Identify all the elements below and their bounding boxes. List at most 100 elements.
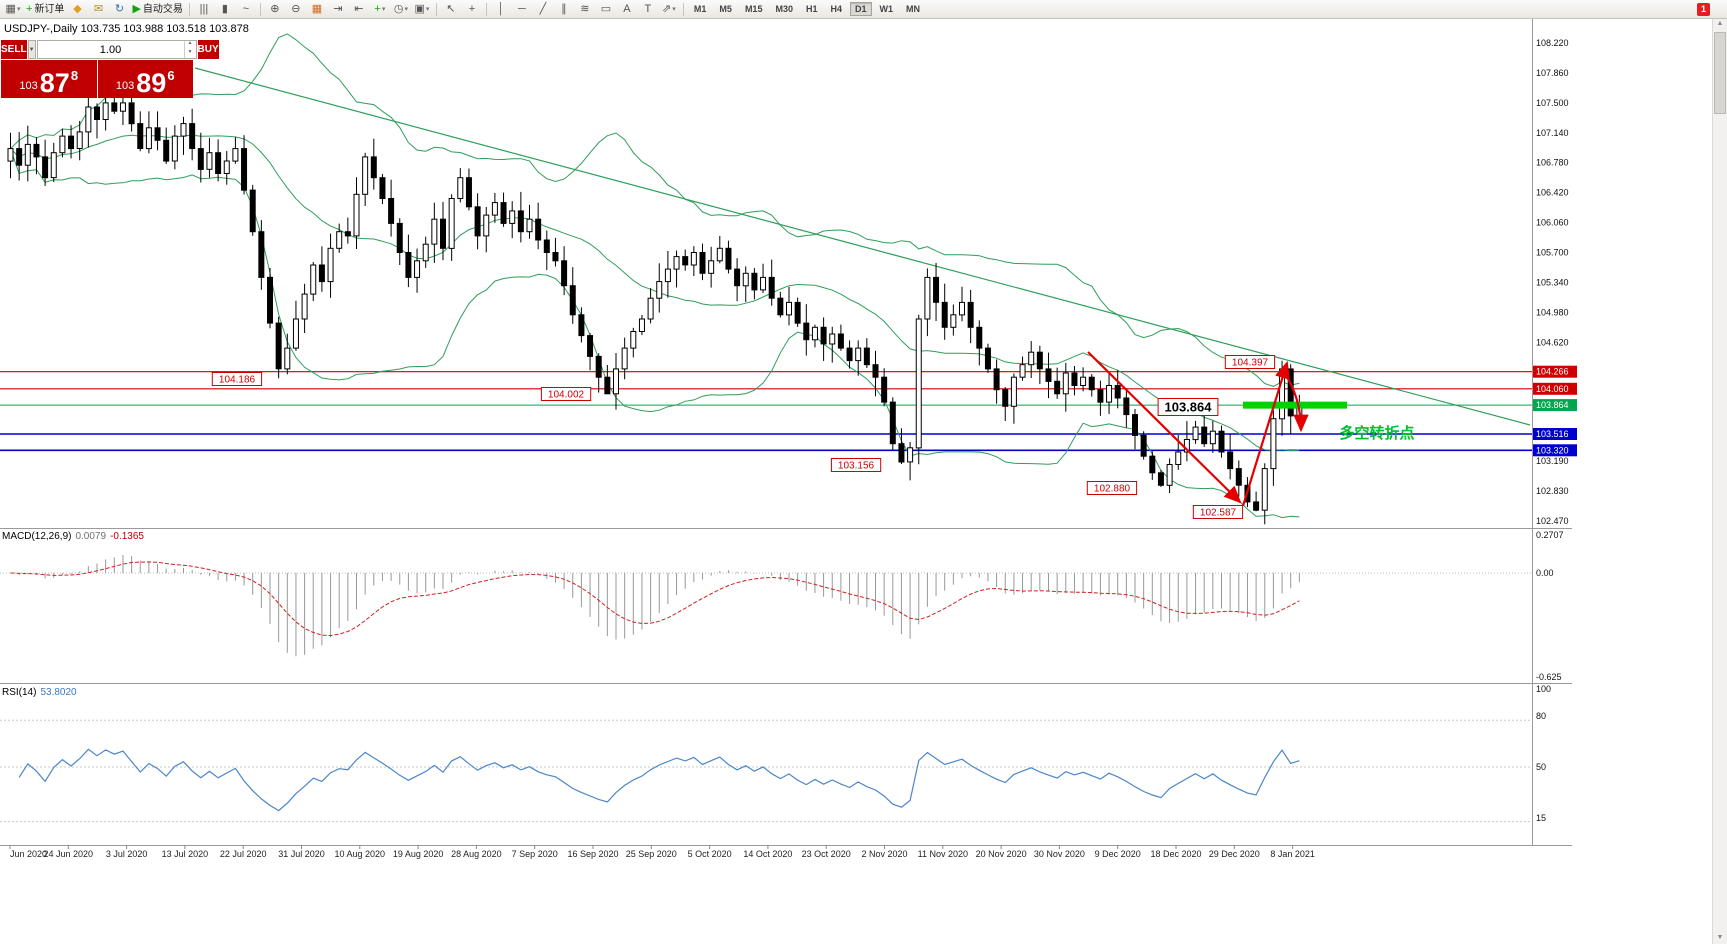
mailbox-icon[interactable]: ✉ [93, 2, 104, 15]
drawn-arrows[interactable] [1087, 351, 1309, 507]
auto-scroll-icon[interactable]: ⇥ [333, 2, 343, 15]
toolbar: ▦ ▾ + 新订单 ◆ ✉ ↻ ▶ 自动交易 ||| ▮ ~ ⊕ ⊖ ▦ ⇥ ⇤ + ▾ ◷ ▾ ▣ ▾ ↖ + │ ─ ╱ ∥ ≋ ▭ A T… [0, 0, 1727, 19]
candle [465, 177, 472, 208]
add-indicator-icon[interactable]: + ▾ [374, 2, 386, 15]
candle [318, 264, 325, 283]
candle [1088, 376, 1095, 391]
timeframe-m15[interactable]: M15 [744, 4, 763, 14]
candle [803, 322, 810, 341]
text-icon[interactable]: A [623, 2, 631, 15]
text-label-icon[interactable]: T [644, 2, 652, 15]
indicator-list-icon[interactable]: ◆ [73, 2, 82, 15]
candle [128, 102, 135, 125]
volume-up-icon[interactable]: ▲ [187, 40, 193, 46]
buy-price-prefix: 103 [115, 80, 135, 92]
zoom-out-icon[interactable]: ⊖ [291, 2, 301, 15]
trendline[interactable] [194, 67, 1531, 426]
timeframe-h4[interactable]: H4 [830, 4, 842, 14]
candle [907, 447, 914, 463]
line-chart-type-icon[interactable]: ~ [242, 2, 250, 15]
price-level-label: 102.587 [1200, 508, 1237, 519]
candle [959, 301, 965, 316]
volume-down-icon[interactable]: ▼ [187, 48, 193, 55]
zoom-in-icon[interactable]: ⊕ [270, 2, 280, 15]
timeframe-m1[interactable]: M1 [693, 4, 707, 14]
candle [1270, 418, 1277, 470]
horizontal-line-icon[interactable]: ─ [518, 2, 526, 15]
new-order-icon[interactable]: + 新订单 [26, 2, 65, 15]
arrow-tools-icon[interactable]: ⇗ ▾ [662, 2, 676, 15]
bar-chart-type-icon[interactable]: ||| [199, 2, 209, 15]
macd-indicator-label: MACD(12,26,9) 0.0079 -0.1365 [2, 531, 144, 542]
scroll-down-icon[interactable]: ▼ [1716, 934, 1724, 941]
turning-point-annotation: 多空转折点 [1339, 424, 1414, 442]
price-level-label: 102.880 [1094, 484, 1131, 495]
candle [716, 247, 723, 262]
charts-menu-icon[interactable]: ▦ ▾ [5, 2, 21, 15]
sell-price-main: 87 [39, 68, 70, 98]
trendline-icon[interactable]: ╱ [539, 2, 547, 15]
buy-price-display[interactable]: 103 89 6 [97, 60, 193, 98]
sell-button[interactable]: SELL [1, 40, 27, 59]
candle [1045, 368, 1052, 382]
tile-windows-icon[interactable]: ▦ [311, 2, 323, 15]
chart-shift-icon[interactable]: ⇤ [354, 2, 364, 15]
candle [1261, 468, 1268, 511]
price-axis-label: 106.780 [1536, 158, 1569, 168]
candle [1201, 426, 1208, 445]
candle [189, 123, 196, 149]
candle [673, 256, 680, 270]
volume-input[interactable] [37, 41, 184, 58]
candle [976, 326, 983, 349]
order-type-dropdown[interactable]: ▼ [27, 40, 36, 59]
crosshair-icon[interactable]: + [468, 2, 476, 15]
scroll-up-icon[interactable]: ▲ [1716, 20, 1724, 27]
trend-arrow [1283, 371, 1309, 433]
candle [59, 135, 66, 154]
date-axis-label: 19 Aug 2020 [393, 849, 444, 859]
candle [50, 152, 57, 179]
candle [1010, 376, 1017, 407]
autotrading-icon[interactable]: ▶ 自动交易 [132, 2, 183, 15]
candle [1062, 372, 1069, 395]
candle [760, 276, 767, 291]
timeframe-m30[interactable]: M30 [775, 4, 793, 14]
candle [751, 272, 758, 291]
refresh-icon[interactable]: ↻ [114, 2, 125, 15]
candle [621, 347, 628, 370]
rsi-indicator-label: RSI(14) 53.8020 [2, 687, 77, 698]
sell-price-display[interactable]: 103 87 8 [1, 60, 97, 98]
timeframe-w1[interactable]: W1 [879, 4, 894, 14]
scrollbar-thumb[interactable] [1714, 32, 1726, 114]
shapes-icon[interactable]: ▭ [600, 2, 612, 15]
candle [552, 252, 559, 262]
timeframe-h1[interactable]: H1 [805, 4, 818, 14]
candle [440, 218, 446, 249]
date-axis-label: 31 Jul 2020 [278, 849, 325, 859]
date-axis-label: 16 Sep 2020 [567, 849, 618, 859]
volume-stepper[interactable]: ▲ ▼ [183, 40, 196, 58]
candle [1140, 434, 1147, 457]
buy-button[interactable]: BUY [197, 40, 219, 59]
toolbar-divider [435, 2, 437, 16]
timeframe-mn[interactable]: MN [906, 4, 921, 14]
periods-menu-icon[interactable]: ◷ ▾ [393, 2, 408, 15]
notification-badge[interactable]: 1 [1697, 2, 1710, 16]
price-level-label: 104.186 [219, 375, 256, 386]
candle [941, 301, 948, 328]
candle-chart-type-icon[interactable]: ▮ [221, 2, 228, 15]
vertical-line-icon[interactable]: │ [497, 2, 505, 15]
candle [1123, 397, 1130, 416]
buy-price-pip: 6 [167, 68, 175, 83]
channel-icon[interactable]: ∥ [561, 2, 567, 15]
candle [1019, 364, 1026, 378]
price-axis-label: 104.620 [1536, 337, 1569, 347]
timeframe-m5[interactable]: M5 [719, 4, 732, 14]
timeframe-d1[interactable]: D1 [850, 2, 872, 16]
vertical-scrollbar[interactable]: ▲ ▼ [1712, 18, 1727, 944]
candle [33, 143, 40, 158]
templates-icon[interactable]: ▣ ▾ [414, 2, 430, 15]
cursor-icon[interactable]: ↖ [446, 2, 456, 15]
fibonacci-icon[interactable]: ≋ [580, 2, 590, 15]
